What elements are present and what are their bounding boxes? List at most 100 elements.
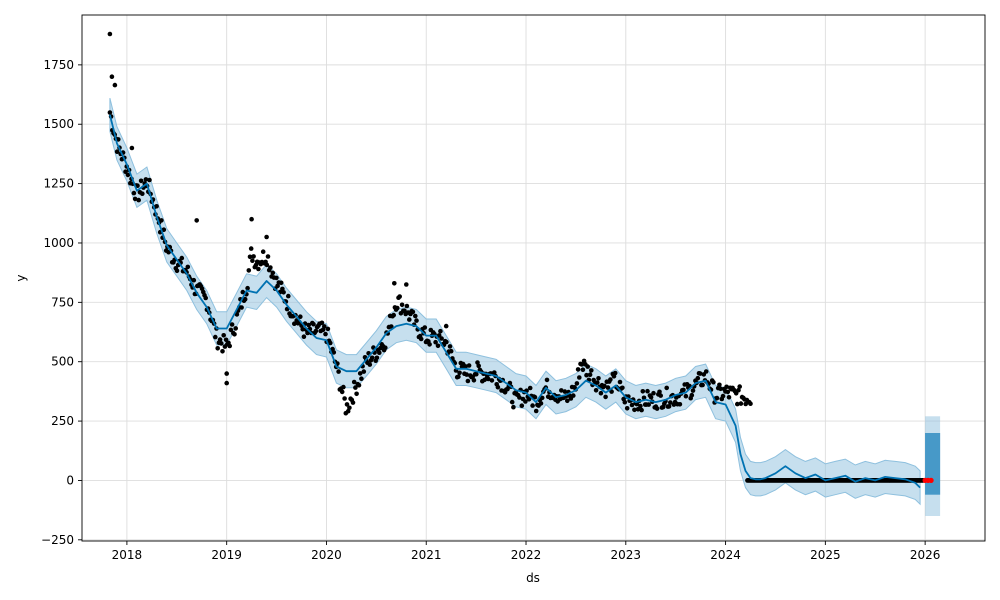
observed-point (720, 393, 726, 399)
observed-point (374, 355, 380, 361)
observed-point (471, 378, 477, 383)
observed-point (191, 277, 197, 283)
uncertainty-band (109, 97, 921, 506)
observed-point (413, 313, 418, 319)
observed-point (640, 389, 646, 394)
observed-point (247, 254, 253, 260)
observed-point (336, 369, 341, 374)
x-tick-label: 2020 (311, 548, 342, 562)
observed-point (509, 399, 515, 405)
observed-point (544, 377, 550, 383)
observed-point (435, 343, 441, 349)
observed-point (711, 379, 716, 385)
observed-point (532, 394, 538, 400)
x-tick-label: 2026 (910, 548, 941, 562)
observed-point (533, 408, 539, 414)
observed-point (256, 266, 261, 272)
observed-point (227, 343, 232, 349)
observed-point (622, 399, 628, 405)
observed-point (395, 305, 400, 311)
observed-point (609, 389, 614, 394)
observed-point (268, 265, 273, 270)
observed-point (107, 31, 113, 37)
observed-point (179, 255, 185, 261)
observed-point (229, 322, 235, 327)
x-tick-label: 2022 (511, 548, 542, 562)
observed-point (339, 389, 345, 395)
observed-point (591, 377, 596, 383)
observed-point (587, 372, 593, 378)
observed-point (648, 394, 654, 400)
y-tick-label: 1750 (43, 58, 74, 72)
observed-point (646, 402, 651, 407)
observed-point (575, 367, 581, 372)
observed-point (629, 402, 635, 408)
observed-point (463, 364, 468, 369)
observed-point (681, 387, 686, 393)
forecast-tail (925, 416, 941, 516)
observed-point (185, 264, 191, 270)
observed-point (657, 389, 662, 395)
observed-point (306, 322, 312, 328)
x-tick-label: 2019 (211, 548, 242, 562)
observed-point (427, 342, 432, 347)
observed-point (143, 177, 149, 182)
observed-point (737, 384, 742, 389)
observed-point (147, 177, 152, 183)
observed-point (341, 384, 346, 390)
observed-point (559, 388, 564, 393)
observed-point (443, 323, 449, 329)
observed-point (608, 377, 613, 382)
observed-point (703, 369, 709, 374)
observed-point (677, 402, 683, 407)
forecast-line (109, 114, 921, 489)
observed-point (585, 364, 590, 369)
observed-point (635, 407, 641, 412)
observed-point (632, 407, 637, 413)
observed-point (248, 246, 254, 251)
y-axis-ticks: −250 0 250 500 750 1000 1250 1500 1750 (41, 58, 82, 547)
observed-point (690, 388, 696, 393)
observed-point (438, 328, 443, 334)
y-tick-label: 1500 (43, 117, 74, 131)
observed-point (664, 385, 669, 391)
observed-point (414, 318, 419, 323)
observed-point (331, 350, 337, 355)
observed-point (392, 281, 397, 286)
y-tick-label: 500 (51, 355, 74, 369)
observed-point (298, 314, 303, 320)
observed-point (367, 362, 373, 367)
observed-point (361, 369, 367, 374)
observed-point (251, 254, 256, 259)
observed-point (574, 381, 580, 386)
observed-point (377, 350, 382, 356)
observed-point (571, 393, 576, 398)
observed-point (223, 337, 229, 343)
y-axis-label: y (14, 274, 28, 281)
observed-point (391, 312, 397, 318)
observed-point (344, 402, 350, 407)
observed-point (404, 282, 409, 287)
observed-point (651, 390, 656, 396)
uncertainty-band-area (109, 97, 921, 506)
observed-point (724, 384, 729, 390)
observed-point (666, 404, 672, 409)
observed-point (203, 295, 208, 301)
observed-point (444, 339, 449, 345)
observed-point (448, 348, 454, 354)
observed-point (596, 376, 601, 381)
observed-point (717, 382, 722, 388)
observed-point (194, 218, 199, 223)
observed-point (224, 380, 229, 386)
observed-point (322, 324, 327, 329)
observed-point (404, 303, 410, 309)
observed-point (519, 403, 525, 409)
y-tick-label: −250 (41, 533, 74, 547)
observed-point (217, 337, 223, 342)
x-tick-label: 2024 (710, 548, 741, 562)
observed-point (250, 258, 255, 264)
observed-point (245, 285, 250, 291)
observed-point (439, 336, 444, 341)
observed-point (748, 401, 753, 407)
observed-point (474, 371, 479, 377)
